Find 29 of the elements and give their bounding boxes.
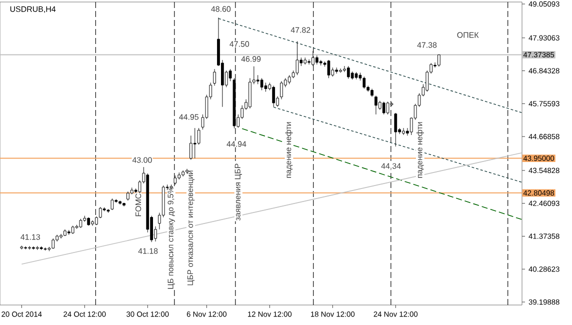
candlestick bbox=[190, 135, 192, 160]
candlestick bbox=[264, 82, 268, 92]
candlestick bbox=[378, 100, 382, 110]
candlestick bbox=[382, 101, 386, 115]
candlestick bbox=[374, 95, 378, 115]
candlestick bbox=[98, 206, 102, 218]
candlestick bbox=[197, 128, 200, 145]
candlestick bbox=[260, 78, 264, 90]
candlestick bbox=[288, 74, 291, 84]
candlestick bbox=[296, 40, 299, 76]
candlestick bbox=[280, 80, 283, 100]
candlestick bbox=[126, 191, 130, 201]
candlestick bbox=[228, 68, 232, 82]
candlestick bbox=[394, 112, 398, 147]
candlestick bbox=[256, 74, 260, 84]
candlestick bbox=[339, 68, 342, 73]
candlestick bbox=[28, 246, 31, 250]
candlestick bbox=[402, 128, 405, 136]
candlestick bbox=[79, 218, 82, 228]
candlestick bbox=[346, 66, 350, 79]
candlestick bbox=[362, 76, 366, 89]
candlestick bbox=[272, 85, 276, 108]
candlestick bbox=[438, 54, 440, 67]
candlestick bbox=[327, 60, 330, 78]
candlestick bbox=[308, 59, 310, 65]
candlestick bbox=[315, 55, 318, 65]
candlestick bbox=[110, 198, 114, 210]
candlestick bbox=[193, 128, 196, 159]
candlestick bbox=[213, 68, 216, 86]
